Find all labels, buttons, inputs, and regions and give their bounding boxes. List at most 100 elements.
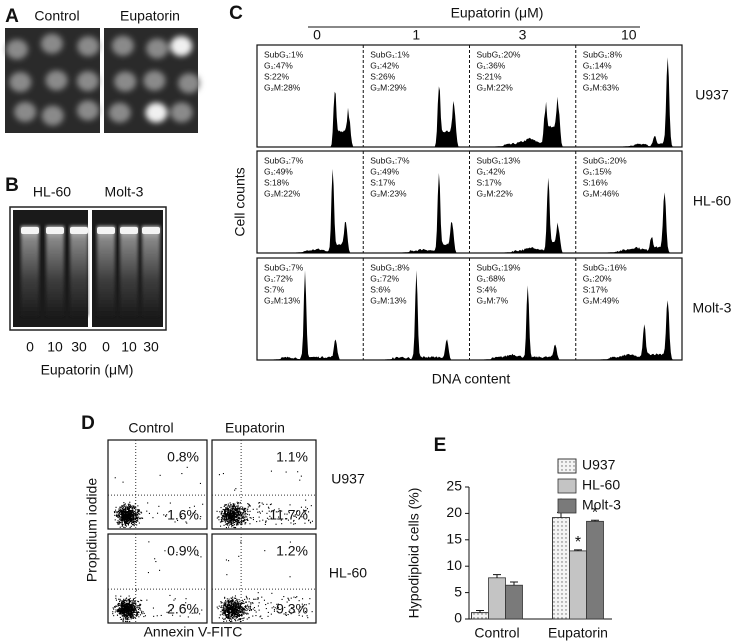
- event: [241, 602, 243, 604]
- phase-label: G₂M:22%: [264, 188, 301, 198]
- event: [220, 611, 222, 613]
- event: [236, 616, 238, 618]
- event: [239, 619, 241, 621]
- event: [248, 608, 250, 610]
- event: [226, 620, 228, 622]
- event: [230, 523, 232, 525]
- event: [228, 505, 230, 507]
- event: [139, 614, 141, 616]
- event: [264, 523, 266, 525]
- event: [243, 514, 245, 516]
- label: Eupatorin: [225, 420, 285, 436]
- event: [273, 609, 275, 611]
- event: [123, 606, 125, 608]
- event: [230, 515, 232, 517]
- event: [235, 523, 237, 525]
- event: [217, 608, 219, 610]
- event: [118, 516, 120, 518]
- event: [242, 508, 244, 510]
- event: [246, 516, 248, 518]
- event: [122, 508, 124, 510]
- event: [228, 604, 230, 606]
- event: [221, 602, 223, 604]
- event: [121, 512, 123, 514]
- event: [243, 510, 245, 512]
- event: [235, 616, 237, 618]
- event: [123, 509, 125, 511]
- nucleus: [111, 35, 134, 56]
- event: [237, 608, 239, 610]
- event: [116, 511, 118, 513]
- event: [234, 602, 236, 604]
- gel-lane: [120, 226, 138, 316]
- event: [131, 600, 133, 602]
- event: [302, 605, 304, 607]
- event: [128, 504, 130, 506]
- event: [236, 520, 238, 522]
- label: 3: [519, 27, 527, 43]
- event: [132, 598, 134, 600]
- event: [229, 515, 231, 517]
- event: [243, 508, 245, 510]
- event: [185, 602, 187, 604]
- event: [202, 503, 204, 505]
- event: [228, 518, 230, 520]
- legend-swatch: [557, 478, 577, 494]
- event: [117, 610, 119, 612]
- event: [234, 511, 236, 513]
- event: [236, 513, 238, 515]
- event: [260, 615, 262, 617]
- event: [238, 614, 240, 616]
- event: [130, 618, 132, 620]
- event: [233, 602, 235, 604]
- event: [134, 602, 136, 604]
- event: [237, 512, 239, 514]
- event: [235, 604, 237, 606]
- event: [156, 615, 158, 617]
- event: [265, 604, 267, 606]
- event: [129, 607, 131, 609]
- event: [144, 615, 146, 617]
- event: [134, 503, 136, 505]
- event: [239, 511, 241, 513]
- event: [234, 518, 236, 520]
- event: [225, 517, 227, 519]
- event: [236, 524, 238, 526]
- event: [227, 611, 229, 613]
- event: [225, 604, 227, 606]
- event: [283, 613, 285, 615]
- event: [115, 609, 117, 611]
- event: [238, 619, 240, 621]
- event: [227, 600, 229, 602]
- event: [120, 612, 122, 614]
- event: [241, 614, 243, 616]
- event: [228, 524, 230, 526]
- event: [118, 518, 120, 520]
- event: [228, 560, 230, 562]
- event: [115, 511, 117, 513]
- event: [240, 515, 242, 517]
- event: [257, 592, 259, 594]
- event: [119, 510, 121, 512]
- event: [247, 508, 249, 510]
- event: [237, 524, 239, 526]
- event: [127, 503, 129, 505]
- event: [160, 614, 162, 616]
- event: [221, 612, 223, 614]
- event: [122, 481, 124, 483]
- event: [223, 605, 225, 607]
- event: [130, 525, 132, 527]
- event: [216, 517, 218, 519]
- event: [233, 610, 235, 612]
- event: [200, 516, 202, 518]
- event: [132, 517, 134, 519]
- event: [226, 514, 228, 516]
- event: [224, 520, 226, 522]
- event: [247, 604, 249, 606]
- error-bar: [574, 549, 582, 551]
- event: [224, 611, 226, 613]
- event: [128, 521, 130, 523]
- event: [237, 615, 239, 617]
- event: [248, 601, 250, 603]
- event: [229, 513, 231, 515]
